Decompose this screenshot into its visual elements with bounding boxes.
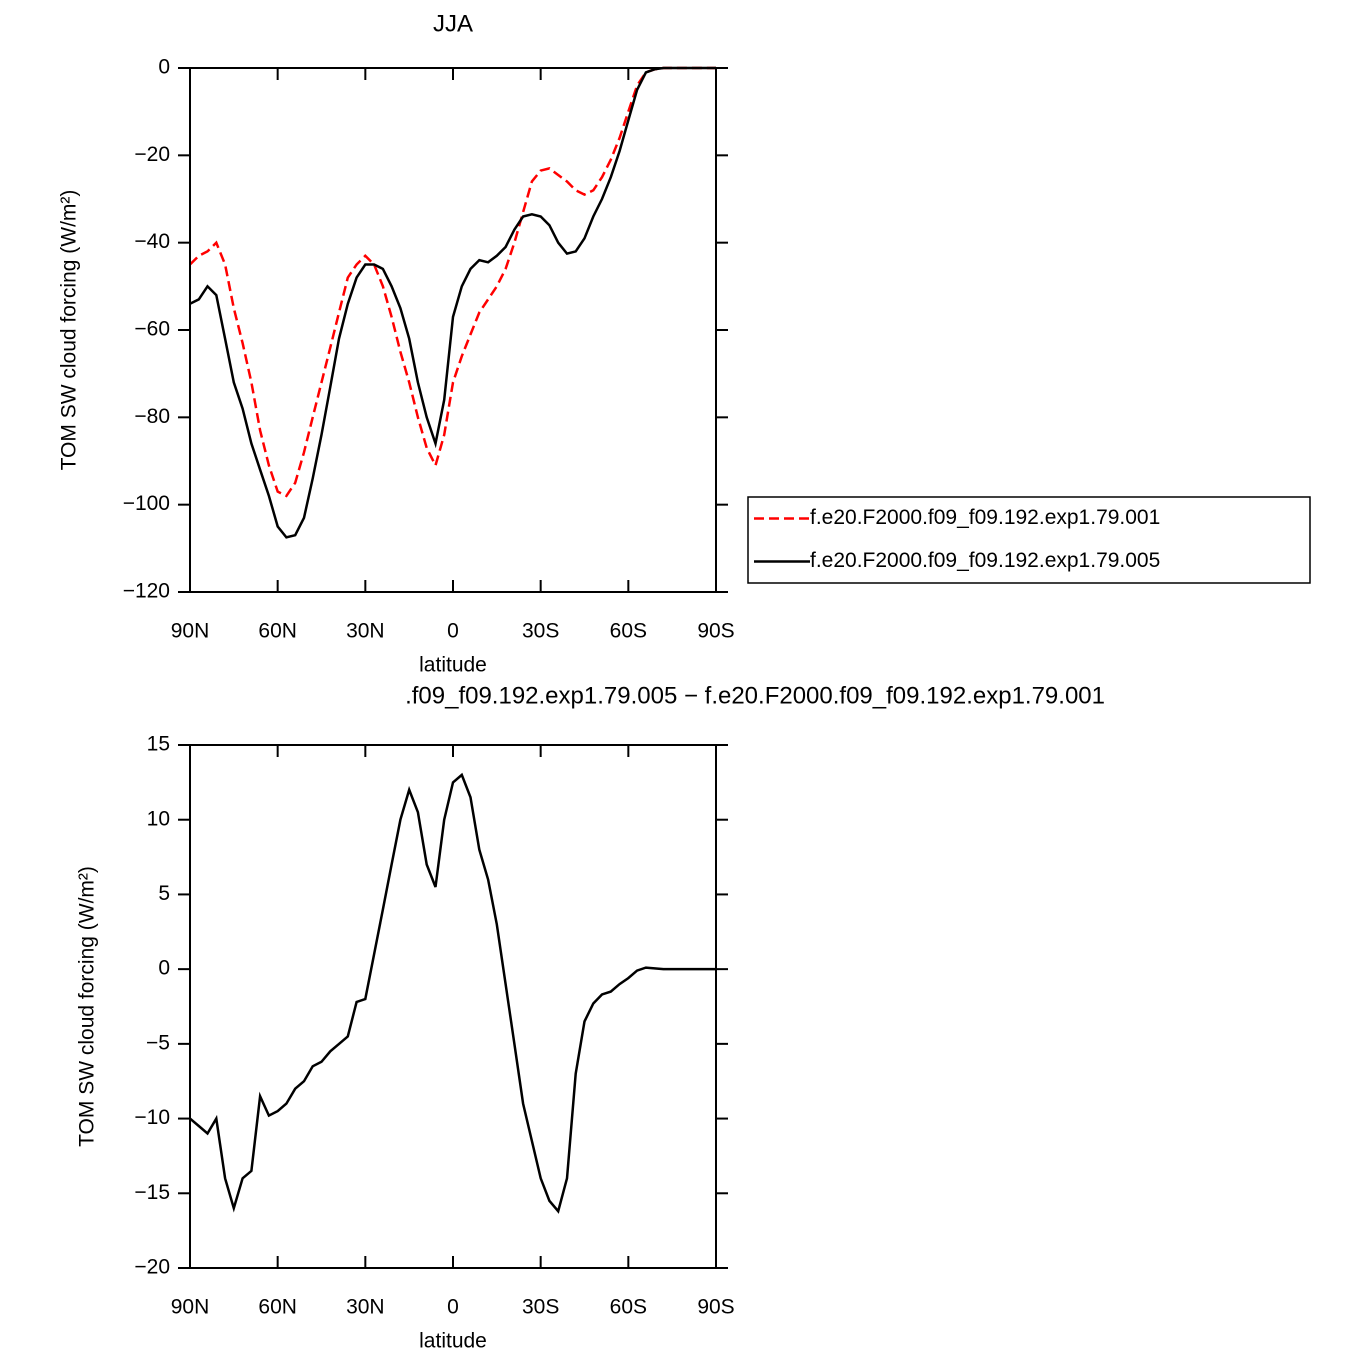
y-tick-label: −20: [134, 1256, 170, 1279]
x-tick-label: 0: [447, 1296, 459, 1319]
y-tick-label: −60: [134, 318, 170, 341]
x-tick-label: 90N: [171, 1296, 210, 1319]
x-tick-label: 30N: [346, 620, 385, 643]
legend-box: [747, 496, 1311, 584]
y-tick-label: 15: [147, 733, 170, 756]
y-tick-label: −100: [123, 492, 170, 515]
x-tick-label: 30S: [522, 1296, 559, 1319]
chart-title: .f09_f09.192.exp1.79.005 − f.e20.F2000.f…: [405, 682, 1105, 709]
y-tick-label: −5: [146, 1031, 170, 1054]
y-tick-label: 10: [147, 807, 170, 830]
y-tick-label: 0: [158, 56, 170, 79]
chart-title: JJA: [433, 10, 473, 37]
y-tick-label: −20: [134, 143, 170, 166]
y-tick-label: −15: [134, 1181, 170, 1204]
x-tick-label: 30S: [522, 620, 559, 643]
y-tick-label: 0: [158, 957, 170, 980]
plot-frame: [189, 67, 717, 593]
x-axis-label: latitude: [419, 654, 487, 677]
data-line: [189, 772, 716, 1214]
x-axis-label: latitude: [419, 1330, 487, 1353]
x-tick-label: 60N: [258, 1296, 297, 1319]
y-tick-label: −10: [134, 1106, 170, 1129]
y-axis-label: TOM SW cloud forcing (W/m²): [58, 190, 81, 471]
x-tick-label: 90S: [697, 620, 734, 643]
y-tick-label: 5: [158, 882, 170, 905]
x-tick-label: 60N: [258, 620, 297, 643]
x-tick-label: 90N: [171, 620, 210, 643]
x-tick-label: 60S: [610, 620, 647, 643]
x-tick-label: 30N: [346, 1296, 385, 1319]
y-axis-label: TOM SW cloud forcing (W/m²): [76, 866, 99, 1147]
x-tick-label: 0: [447, 620, 459, 643]
legend-label: f.e20.F2000.f09_f09.192.exp1.79.005: [810, 549, 1160, 572]
data-line: [189, 66, 716, 498]
x-tick-label: 60S: [610, 1296, 647, 1319]
data-line: [189, 66, 716, 539]
x-tick-label: 90S: [697, 1296, 734, 1319]
plot-frame: [189, 744, 717, 1269]
legend-label: f.e20.F2000.f09_f09.192.exp1.79.001: [810, 506, 1160, 529]
y-tick-label: −120: [123, 580, 170, 603]
y-tick-label: −80: [134, 405, 170, 428]
y-tick-label: −40: [134, 230, 170, 253]
